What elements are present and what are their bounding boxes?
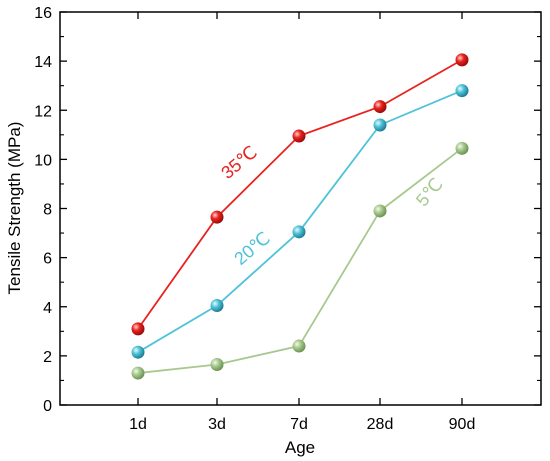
series-1 bbox=[131, 84, 469, 359]
y-tick-label: 10 bbox=[34, 152, 52, 169]
data-point bbox=[131, 322, 145, 336]
x-axis-title: Age bbox=[285, 438, 315, 457]
y-tick-label: 6 bbox=[43, 251, 52, 268]
data-point bbox=[131, 366, 145, 380]
data-point bbox=[373, 100, 387, 114]
data-point bbox=[210, 299, 224, 313]
data-point bbox=[292, 129, 306, 143]
x-tick-label: 90d bbox=[449, 416, 476, 433]
y-tick-label: 14 bbox=[34, 54, 52, 71]
y-tick-label: 4 bbox=[43, 300, 52, 317]
x-tick-label: 7d bbox=[290, 416, 308, 433]
data-point bbox=[373, 118, 387, 132]
y-tick-label: 8 bbox=[43, 202, 52, 219]
data-point bbox=[455, 141, 469, 155]
y-tick-label: 12 bbox=[34, 103, 52, 120]
y-axis: 0 2 4 6 8 10 12 14 16 bbox=[34, 5, 541, 415]
x-tick-label: 3d bbox=[208, 416, 226, 433]
series-label-35c: 35℃ bbox=[217, 142, 261, 183]
y-tick-label: 2 bbox=[43, 349, 52, 366]
series-2 bbox=[131, 141, 469, 380]
y-tick-label: 16 bbox=[34, 5, 52, 22]
y-axis-title: Tensile Strength (MPa) bbox=[5, 122, 24, 295]
series-label-20c: 20℃ bbox=[230, 228, 274, 269]
data-point bbox=[292, 339, 306, 353]
data-point bbox=[131, 345, 145, 359]
data-point bbox=[292, 225, 306, 239]
data-point bbox=[210, 210, 224, 224]
series-label-5c: 5℃ bbox=[412, 174, 447, 210]
series-layer bbox=[131, 53, 469, 380]
x-axis: 1d 3d 7d 28d 90d bbox=[129, 12, 475, 433]
data-point bbox=[455, 84, 469, 98]
x-tick-label: 1d bbox=[129, 416, 147, 433]
data-point bbox=[373, 204, 387, 218]
x-tick-label: 28d bbox=[367, 416, 394, 433]
data-point bbox=[455, 53, 469, 67]
data-point bbox=[210, 357, 224, 371]
series-0 bbox=[131, 53, 469, 336]
y-tick-label: 0 bbox=[43, 398, 52, 415]
